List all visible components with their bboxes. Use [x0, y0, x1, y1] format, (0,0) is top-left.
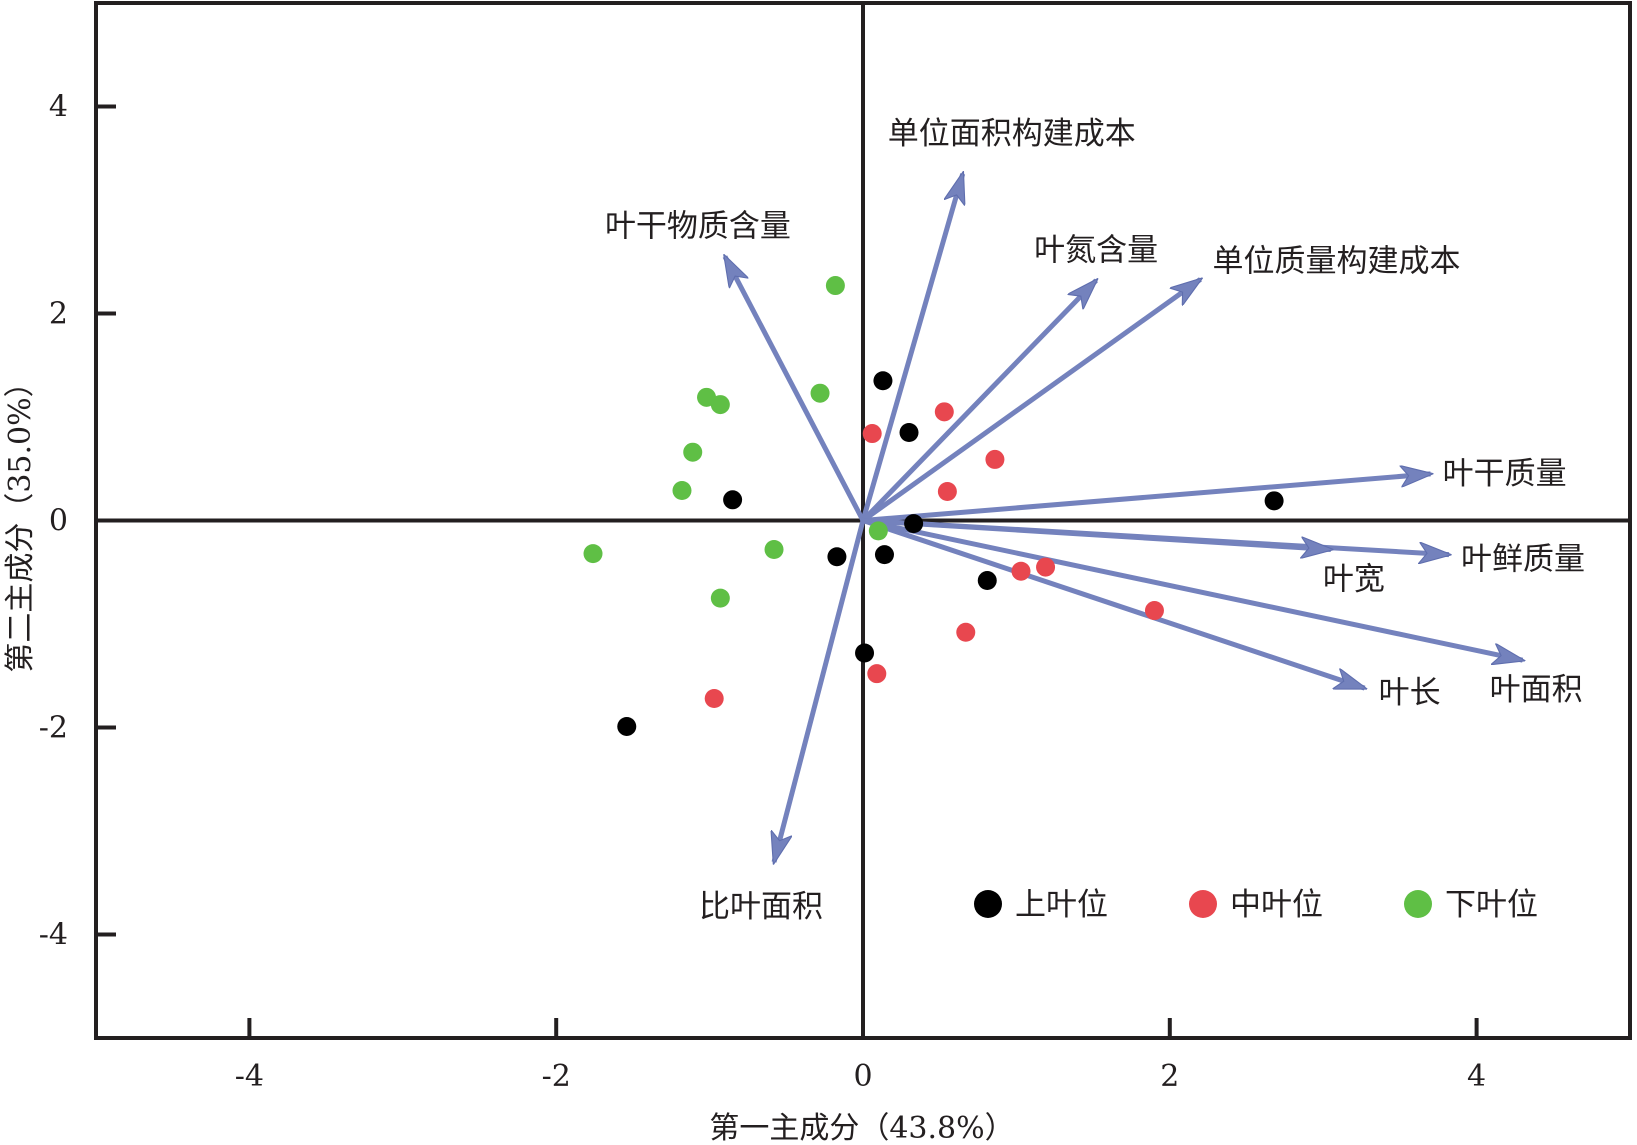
score-points	[583, 276, 1284, 736]
data-point	[810, 383, 830, 403]
data-point	[764, 539, 784, 559]
vector-label: 叶鲜质量	[1461, 542, 1585, 578]
data-point	[672, 480, 692, 500]
vector-label: 叶干物质含量	[605, 209, 791, 245]
y-tick-label: 0	[49, 504, 68, 539]
data-point	[1036, 557, 1056, 577]
legend-label: 上叶位	[1015, 887, 1108, 923]
data-point	[710, 588, 730, 608]
vector-label: 比叶面积	[699, 889, 823, 925]
data-point	[937, 482, 957, 502]
data-point	[583, 544, 603, 564]
data-point	[710, 395, 730, 415]
legend-label: 下叶位	[1445, 887, 1538, 923]
loading-vector	[862, 518, 1331, 550]
x-tick-label: -2	[542, 1059, 571, 1094]
data-point	[873, 371, 893, 391]
vector-label: 单位面积构建成本	[888, 116, 1136, 152]
x-axis-ticks: -4 -2 0 2 4	[235, 1018, 1486, 1094]
y-axis-ticks: -4 -2 0 2 4	[39, 90, 116, 953]
vector-label: 叶宽	[1323, 561, 1385, 597]
y-axis-title: 第二主成分（35.0%）	[3, 367, 38, 672]
data-point	[956, 622, 976, 642]
data-point	[934, 402, 954, 422]
data-point	[862, 424, 882, 444]
vector-label: 叶面积	[1490, 672, 1583, 708]
legend-marker	[1404, 890, 1432, 918]
loading-vector	[862, 518, 1365, 691]
legend-marker	[974, 890, 1002, 918]
x-tick-label: 2	[1160, 1059, 1179, 1094]
data-point	[723, 490, 743, 510]
data-point	[874, 545, 894, 565]
loading-vector	[774, 519, 866, 863]
data-point	[1264, 491, 1284, 511]
y-tick-label: -2	[39, 711, 68, 746]
x-tick-label: 4	[1467, 1059, 1486, 1094]
loading-vector	[862, 474, 1431, 523]
data-point	[904, 514, 924, 534]
x-axis-title: 第一主成分（43.8%）	[709, 1111, 1014, 1145]
vector-label: 叶长	[1379, 675, 1441, 711]
y-tick-label: -4	[39, 918, 68, 953]
vector-label: 叶干质量	[1443, 456, 1567, 492]
vector-label: 叶氮含量	[1034, 232, 1158, 268]
data-point	[867, 664, 887, 684]
data-point	[977, 571, 997, 591]
loading-vector	[860, 174, 963, 522]
data-point	[617, 716, 637, 736]
y-tick-label: 2	[49, 297, 68, 332]
x-tick-label: 0	[853, 1059, 872, 1094]
data-point	[1144, 601, 1164, 621]
data-point	[899, 423, 919, 443]
y-tick-label: 4	[49, 90, 68, 125]
legend-label: 中叶位	[1230, 887, 1323, 923]
x-tick-label: -4	[235, 1059, 264, 1094]
data-point	[985, 449, 1005, 469]
legend-marker	[1189, 890, 1217, 918]
loading-vector	[861, 280, 1096, 523]
loading-vector	[862, 518, 1523, 661]
loading-vector	[861, 279, 1200, 523]
data-point	[855, 643, 875, 663]
loading-vector	[722, 257, 866, 522]
data-point	[825, 276, 845, 296]
data-point	[683, 442, 703, 462]
data-point	[868, 521, 888, 541]
data-point	[1011, 561, 1031, 581]
data-point	[827, 547, 847, 567]
data-point	[704, 689, 724, 709]
legend: 上叶位 中叶位 下叶位	[974, 887, 1538, 923]
vector-label: 单位质量构建成本	[1212, 243, 1460, 279]
